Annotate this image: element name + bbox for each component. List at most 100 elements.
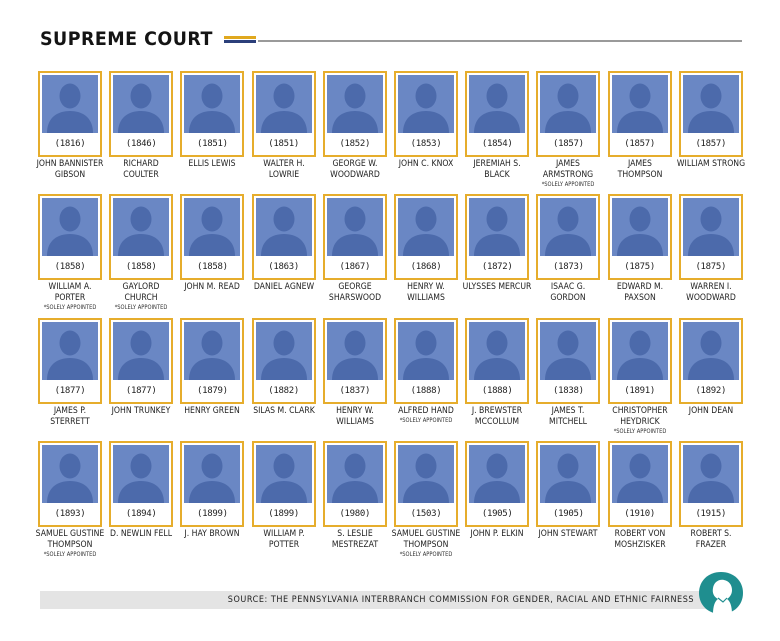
justice-year: (1888) [410,385,442,396]
justice-name: RICHARD COULTER [123,159,159,180]
justice-name: JOHN M. READ [184,282,241,293]
justice-year: (1858) [125,262,157,273]
portrait-frame: (1858) [109,194,174,281]
justice-name-block: HENRY GREEN [178,406,247,417]
justice-card: (1915) ROBERT S. FRAZER [678,440,743,559]
justice-name-block: WARREN I. WOODWARD [676,282,745,304]
justice-card: (1854) JEREMIAH S. BLACK [465,71,530,189]
justice-name: JOHN TRUNKEY [111,405,171,416]
portrait-silhouette-icon [682,75,739,133]
portrait-frame: (1854) [465,71,530,157]
justice-name-block: SAMUEL GUSTINE THOMPSON *SOLELY APPOINTED [36,529,105,558]
portrait-silhouette-icon [398,198,454,257]
justice-year: (1894) [125,508,157,519]
justice-card: (1837) HENRY W. WILLIAMS [322,317,387,436]
justice-year: (1838) [553,385,584,396]
justice-name: EDWARD M. PAXSON [616,282,663,304]
justice-year: (1872) [481,262,513,273]
justice-name: S. LESLIE MESTREZAT [331,528,378,550]
portrait-silhouette-icon [682,321,739,380]
portrait-frame: (1877) [109,317,174,404]
justice-name-block: GAYLORD CHURCH *SOLELY APPOINTED [107,282,176,311]
portrait-silhouette-icon [682,444,739,503]
justice-name: JEREMIAH S. BLACK [473,159,521,180]
portrait-silhouette-icon [611,321,668,380]
portrait-silhouette-icon [469,75,526,133]
portrait-frame: (1868) [394,194,458,281]
justice-year: (1816) [54,139,86,149]
justice-year: (1858) [197,262,228,273]
portrait-frame: (1851) [251,71,316,157]
portrait-silhouette-icon [255,75,312,133]
portrait-frame: (1875) [678,194,743,281]
portrait-silhouette-icon [540,321,597,380]
portrait-frame: (1882) [251,317,316,404]
justice-name: ROBERT S. FRAZER [690,528,732,550]
justice-name: JAMES T. MITCHELL [549,405,588,427]
justice-year: (1875) [695,262,727,273]
justice-name: JAMES ARMSTRONG [543,159,594,180]
justice-year: (1857) [553,139,584,149]
justice-card: (1851) ELLIS LEWIS [180,71,245,189]
justice-card: (1877) JAMES P. STERRETT [38,317,102,436]
portrait-frame: (1875) [607,194,672,281]
portrait-frame: (1863) [251,194,316,281]
portrait-silhouette-icon [326,198,383,257]
portrait-silhouette-icon [682,198,739,257]
portrait-silhouette-icon [611,444,668,503]
portrait-silhouette-icon [469,444,526,503]
justice-name: JOHN DEAN [688,405,733,416]
justice-card: (1838) JAMES T. MITCHELL [536,317,601,436]
justice-name-block: GEORGE W. WOODWARD [320,159,389,181]
justice-name: CHRISTOPHER HEYDRICK [611,405,668,427]
justice-name-block: HENRY W. WILLIAMS [392,282,461,304]
portrait-frame: (1503) [394,440,458,527]
portrait-silhouette-icon [398,75,454,133]
accent-bar-blue [224,40,256,43]
portrait-frame: (1858) [38,194,102,281]
justice-card: (1863) DANIEL AGNEW [251,194,316,312]
portrait-frame: (1879) [180,317,245,404]
justice-year: (1905) [553,508,584,519]
justice-year: (1837) [339,385,371,396]
justice-year: (1915) [695,508,727,519]
justice-year: (1888) [481,385,513,396]
justice-name-block: S. LESLIE MESTREZAT [320,529,389,551]
portrait-silhouette-icon [184,75,241,133]
justice-year: (1852) [339,139,371,149]
justice-name: JAMES P. STERRETT [50,405,90,427]
justice-name: D. NEWLIN FELL [110,528,173,539]
justice-name: SAMUEL GUSTINE THOMPSON [35,528,105,550]
justice-name-block: GEORGE SHARSWOOD [320,282,389,304]
justice-name: ISAAC G. GORDON [550,282,587,304]
portrait-silhouette-icon [184,321,241,380]
justice-year: (1899) [268,508,299,519]
portrait-silhouette-icon [255,198,312,257]
title-rule [258,40,742,42]
portrait-silhouette-icon [611,75,668,133]
justice-name-block: ALFRED HAND *SOLELY APPOINTED [392,406,461,424]
portrait-frame: (1893) [38,440,102,527]
justice-name: ROBERT VON MOSHZISKER [613,528,666,550]
justice-card: (1851) WALTER H. LOWRIE [251,71,316,189]
title-accent-bars [224,36,256,45]
portrait-frame: (1894) [109,440,174,527]
source-credit: SOURCE: THE PENNSYLVANIA INTERBRANCH COM… [227,595,694,605]
justice-card: (1875) WARREN I. WOODWARD [676,194,745,312]
justice-name: JOHN STEWART [538,528,598,539]
justice-name-block: ROBERT VON MOSHZISKER [605,529,674,551]
portrait-silhouette-icon [398,321,454,380]
portrait-silhouette-icon [42,198,98,257]
justice-year: (1882) [268,385,299,396]
justice-year: (1877) [54,385,86,396]
justice-year: (1899) [197,508,228,519]
justice-year: (1892) [695,385,727,396]
justice-name-block: WILLIAM STRONG [676,159,745,170]
justice-year: (1879) [197,385,228,396]
portrait-silhouette-icon [113,321,170,380]
portrait-silhouette-icon [42,75,98,133]
justice-name: JOHN BANNISTER GIBSON [36,159,104,180]
portrait-frame: (1980) [322,440,387,527]
portrait-frame: (1857) [607,71,672,157]
portrait-silhouette-icon [113,75,170,133]
